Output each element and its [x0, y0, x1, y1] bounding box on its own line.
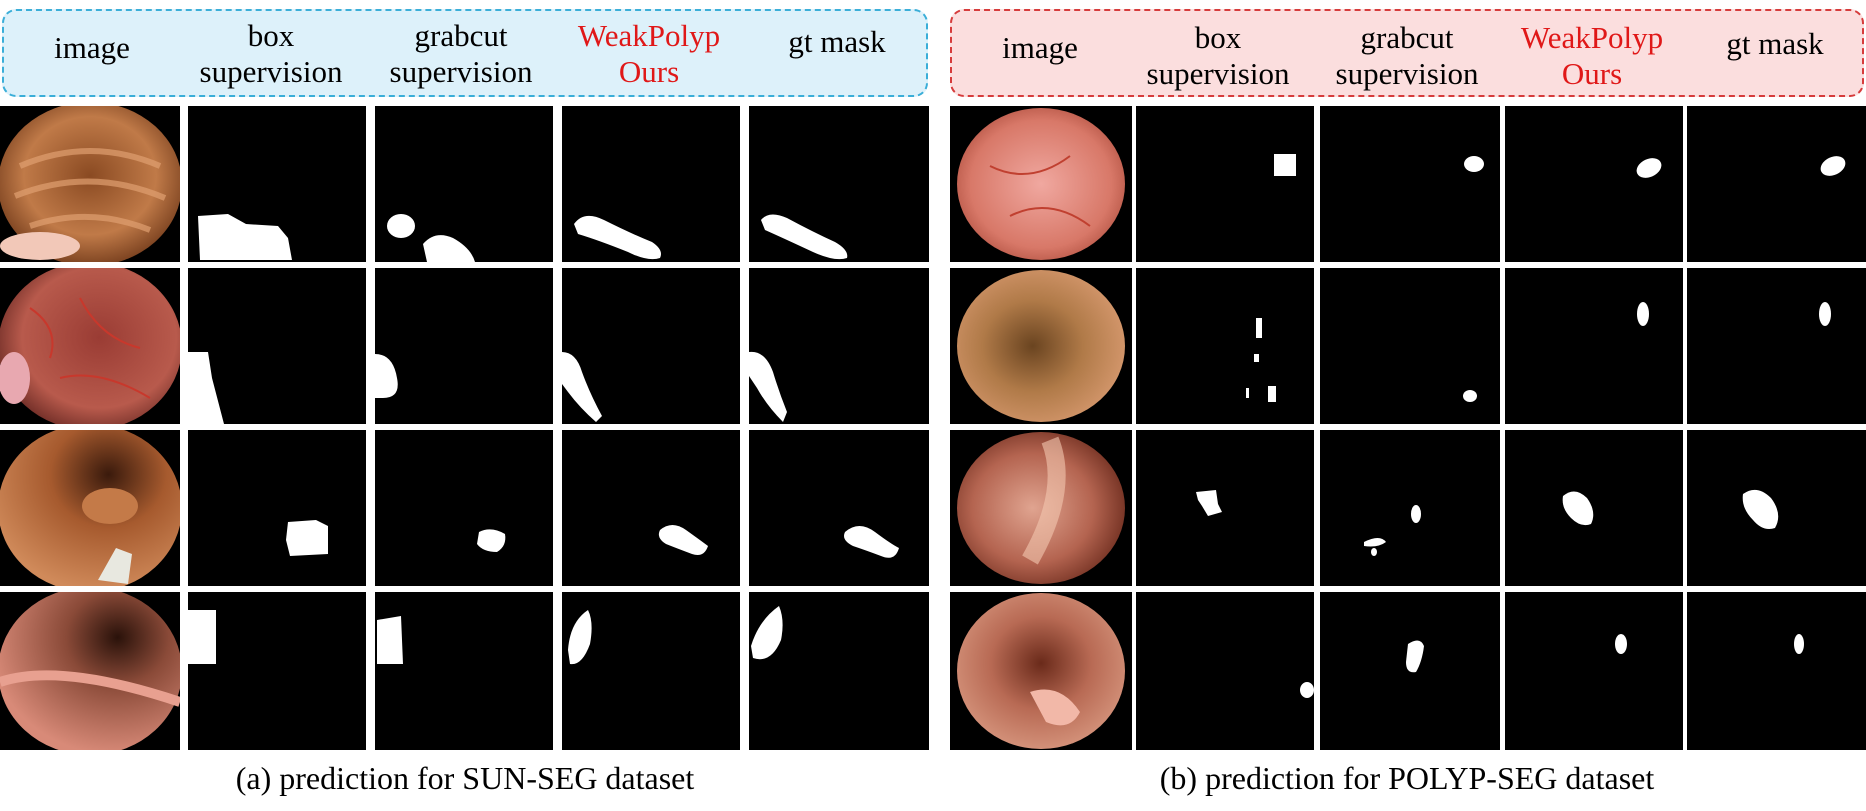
gt-mask	[749, 430, 929, 586]
header-label: grabcut	[414, 18, 508, 53]
header-label: grabcut	[1360, 20, 1454, 55]
weakpolyp-mask	[562, 592, 740, 750]
box-supervision-mask	[1136, 592, 1314, 750]
endoscopy-image	[0, 430, 180, 586]
endoscopy-image	[950, 106, 1132, 262]
weakpolyp-mask	[1505, 430, 1683, 586]
endoscopy-image	[0, 106, 180, 262]
header-label: image	[54, 30, 130, 65]
header-panel-a	[2, 9, 928, 97]
header-box-supervision-a: box supervision	[186, 18, 356, 90]
header-label: Ours	[1561, 56, 1623, 91]
header-label: supervision	[1146, 56, 1290, 91]
grabcut-supervision-mask	[1320, 592, 1500, 750]
endoscopy-image	[0, 592, 180, 750]
gt-mask	[749, 106, 929, 262]
weakpolyp-mask	[1505, 592, 1683, 750]
header-gt-mask-b: gt mask	[1686, 26, 1864, 62]
box-supervision-mask	[188, 430, 366, 586]
caption-panel-b: (b) prediction for POLYP-SEG dataset	[1159, 760, 1655, 796]
gt-mask	[1687, 268, 1866, 424]
header-label: gt mask	[1726, 26, 1824, 61]
header-label: WeakPolyp	[577, 18, 721, 53]
box-supervision-mask	[188, 268, 366, 424]
header-label: supervision	[389, 54, 533, 89]
weakpolyp-mask	[1505, 106, 1683, 262]
weakpolyp-mask	[562, 430, 740, 586]
header-grabcut-b: grabcut supervision	[1318, 20, 1496, 92]
box-supervision-mask	[188, 106, 366, 262]
gt-mask	[1687, 430, 1866, 586]
caption-panel-a: (a) prediction for SUN-SEG dataset	[235, 760, 695, 796]
header-panel-b	[950, 9, 1864, 97]
gt-mask	[749, 268, 929, 424]
header-weakpolyp-b: WeakPolyp Ours	[1502, 20, 1682, 92]
box-supervision-mask	[1136, 430, 1314, 586]
gt-mask	[1687, 106, 1866, 262]
header-weakpolyp-a: WeakPolyp Ours	[560, 18, 738, 90]
header-label: gt mask	[788, 24, 886, 59]
endoscopy-image	[950, 592, 1132, 750]
weakpolyp-mask	[562, 268, 740, 424]
header-grabcut-a: grabcut supervision	[372, 18, 550, 90]
weakpolyp-mask	[1505, 268, 1683, 424]
grabcut-supervision-mask	[1320, 430, 1500, 586]
grabcut-supervision-mask	[1320, 268, 1500, 424]
header-image-b: image	[950, 30, 1130, 66]
grabcut-supervision-mask	[1320, 106, 1500, 262]
header-label: box	[247, 18, 295, 53]
box-supervision-mask	[1136, 268, 1314, 424]
grabcut-supervision-mask	[375, 268, 553, 424]
endoscopy-image	[0, 268, 180, 424]
header-label: supervision	[1335, 56, 1479, 91]
header-image-a: image	[2, 30, 182, 66]
grabcut-supervision-mask	[375, 106, 553, 262]
box-supervision-mask	[1136, 106, 1314, 262]
header-label: image	[1002, 30, 1078, 65]
endoscopy-image	[950, 268, 1132, 424]
header-label: supervision	[199, 54, 343, 89]
endoscopy-image	[950, 430, 1132, 586]
grabcut-supervision-mask	[375, 430, 553, 586]
header-gt-mask-a: gt mask	[748, 24, 926, 60]
gt-mask	[749, 592, 929, 750]
header-label: Ours	[618, 54, 680, 89]
weakpolyp-mask	[562, 106, 740, 262]
header-box-supervision-b: box supervision	[1132, 20, 1304, 92]
grabcut-supervision-mask	[375, 592, 553, 750]
gt-mask	[1687, 592, 1866, 750]
box-supervision-mask	[188, 592, 366, 750]
header-label: WeakPolyp	[1520, 20, 1664, 55]
header-label: box	[1194, 20, 1242, 55]
